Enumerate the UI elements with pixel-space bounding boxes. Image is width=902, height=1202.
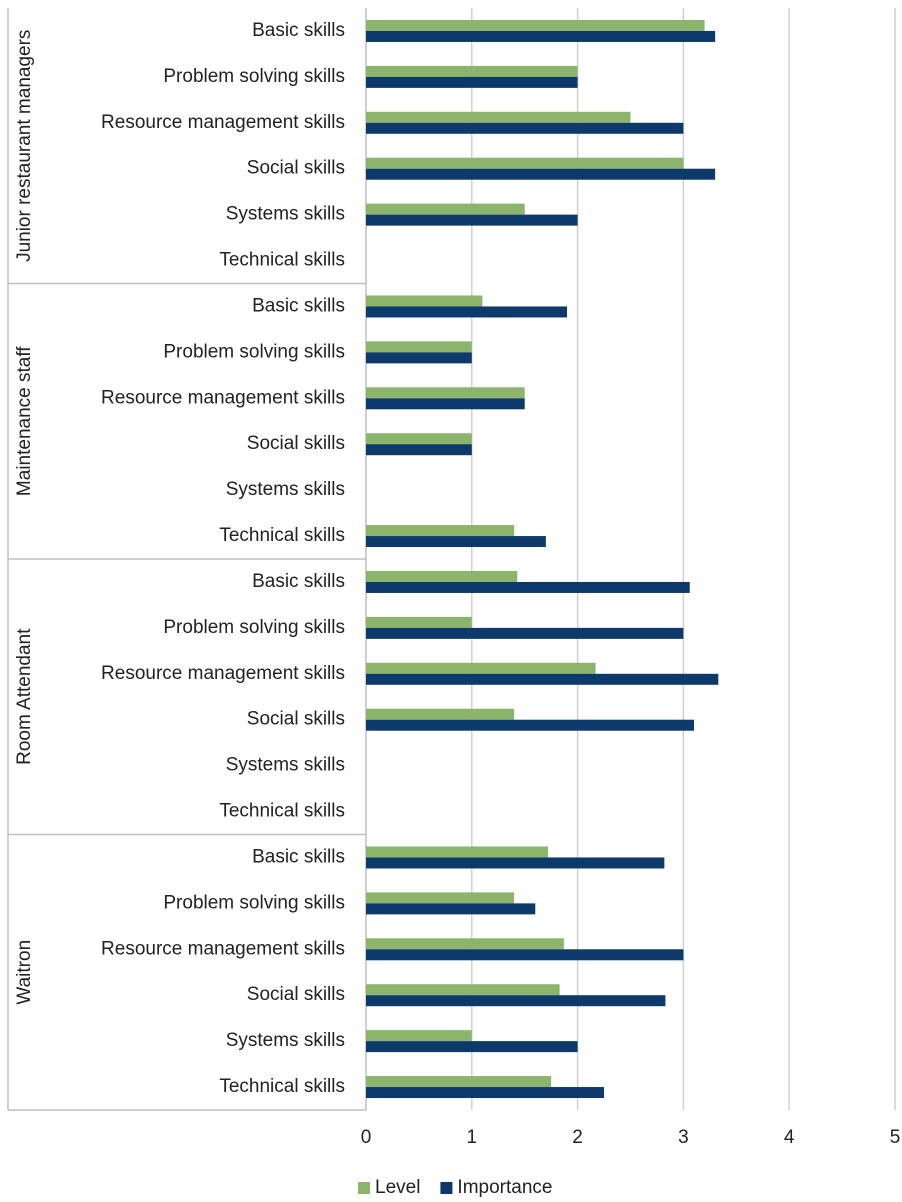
y-tick-label: Resource management skills [101,938,345,959]
bar [366,295,483,307]
bar [366,1041,578,1053]
y-tick-label: Technical skills [219,525,345,546]
y-tick-label: Problem solving skills [163,341,345,362]
bar [366,995,666,1007]
group-label: Waitron [14,940,35,1005]
group-label: Room Attendant [14,628,35,765]
bar [366,168,716,180]
bar [366,892,515,904]
bar [366,30,716,42]
bar [366,903,536,915]
bar [366,157,684,169]
group-label: Maintenance staff [14,346,35,496]
x-tick-label: 3 [678,1127,689,1148]
bar [366,949,684,961]
x-tick-label: 4 [784,1127,795,1148]
bar [366,76,578,88]
bar [366,938,564,950]
legend-swatch [358,1182,370,1194]
y-tick-label: Social skills [247,709,345,730]
y-tick-label: Basic skills [252,846,345,867]
y-tick-label: Basic skills [252,571,345,592]
y-tick-label: Technical skills [219,1076,345,1097]
y-tick-label: Social skills [247,158,345,179]
bar [366,984,560,996]
y-tick-label: Technical skills [219,250,345,271]
bar [366,306,568,318]
bar [366,122,684,134]
bar [366,662,596,674]
y-tick-label: Social skills [247,984,345,1005]
bar [366,1030,472,1042]
y-tick-label: Problem solving skills [163,66,345,87]
y-tick-label: Systems skills [226,755,345,776]
bar [366,627,684,639]
bar [366,19,705,31]
x-tick-label: 5 [890,1127,901,1148]
bar [366,352,472,364]
bar [366,846,548,858]
y-tick-label: Social skills [247,433,345,454]
legend-label: Importance [457,1177,552,1198]
bar [366,673,719,685]
bar [366,1076,552,1088]
y-tick-label: Technical skills [219,801,345,822]
y-tick-label: Resource management skills [101,387,345,408]
bar [366,1087,605,1099]
y-tick-label: Basic skills [252,20,345,41]
bar [366,708,515,720]
bar [366,581,690,593]
bar [366,616,472,628]
bar [366,525,515,537]
bar [366,444,472,456]
bar [366,341,472,353]
bar [366,398,525,410]
y-tick-label: Systems skills [226,479,345,500]
group-label: Junior restaurant managers [14,30,35,262]
x-tick-label: 0 [361,1127,372,1148]
x-tick-label: 1 [467,1127,478,1148]
bar [366,536,546,548]
y-tick-label: Resource management skills [101,112,345,133]
x-tick-label: 2 [572,1127,583,1148]
y-tick-label: Basic skills [252,295,345,316]
legend-label: Level [375,1177,420,1198]
bar [366,570,518,582]
y-tick-label: Resource management skills [101,663,345,684]
bar [366,857,665,869]
y-tick-label: Problem solving skills [163,892,345,913]
bar [366,387,525,399]
legend-swatch [440,1182,453,1194]
bar [366,111,631,123]
bar [366,433,472,445]
y-tick-label: Systems skills [226,1030,345,1051]
bar [366,203,525,215]
y-tick-label: Systems skills [226,204,345,225]
bar [366,719,694,731]
bar [366,65,578,77]
y-tick-label: Problem solving skills [163,617,345,638]
bar [366,214,578,226]
